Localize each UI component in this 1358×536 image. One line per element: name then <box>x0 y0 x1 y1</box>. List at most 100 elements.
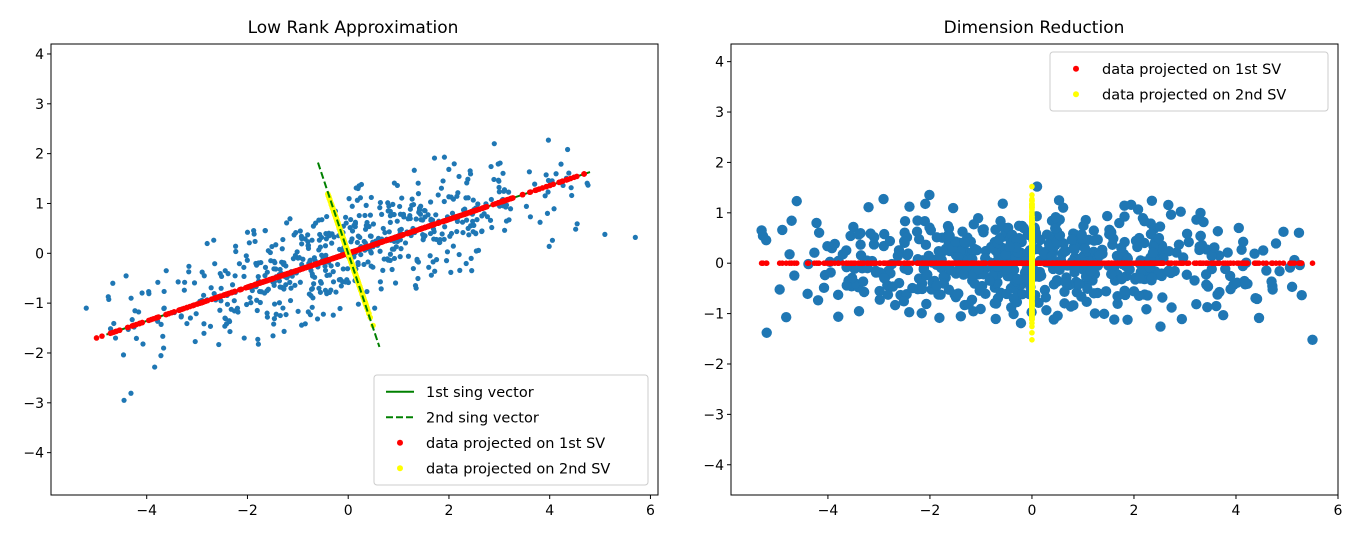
data-point <box>441 198 447 205</box>
x-tick-label: 0 <box>344 503 353 519</box>
projection-point-2nd <box>1029 262 1035 269</box>
projection-point-1st <box>887 260 894 267</box>
data-point <box>413 216 419 222</box>
legend-point-marker <box>397 465 403 472</box>
data-point <box>300 256 306 262</box>
data-point <box>322 243 329 249</box>
data-point <box>186 269 192 275</box>
data-point <box>489 224 495 231</box>
data-point <box>201 292 207 298</box>
data-point <box>1146 272 1158 284</box>
data-point <box>146 289 152 295</box>
data-point <box>320 311 326 317</box>
data-point <box>287 297 294 304</box>
data-point <box>448 269 454 275</box>
data-point <box>549 237 556 243</box>
data-point <box>884 235 896 247</box>
x-tick-label: 4 <box>545 503 554 519</box>
legend: data projected on 1st SV data projected o… <box>1049 51 1329 112</box>
data-point <box>271 316 277 322</box>
data-point <box>1008 293 1020 304</box>
data-point <box>233 243 239 249</box>
data-point <box>1239 279 1251 290</box>
y-tick-label: 1 <box>35 196 44 212</box>
data-point <box>841 245 852 256</box>
projection-point-1st <box>499 198 506 205</box>
projection-point-1st <box>1110 260 1117 267</box>
data-point <box>1016 220 1028 232</box>
data-point <box>241 335 247 341</box>
chart-title: Low Rank Approximation <box>248 18 459 38</box>
data-point <box>222 315 228 321</box>
data-point <box>865 228 876 239</box>
data-point <box>283 282 289 288</box>
data-point <box>1053 195 1065 206</box>
data-point <box>348 216 354 223</box>
data-point <box>382 229 388 236</box>
data-point <box>415 275 421 282</box>
projection-point-1st <box>881 260 888 267</box>
projection-point-1st <box>1234 260 1240 267</box>
projection-point-1st <box>961 260 968 267</box>
data-point <box>218 298 224 304</box>
data-point <box>907 282 918 294</box>
projection-point-1st <box>231 288 238 295</box>
data-point <box>246 240 252 246</box>
chart-marks <box>756 181 1318 345</box>
chart-title: Dimension Reduction <box>944 18 1125 38</box>
data-point <box>1249 248 1260 259</box>
data-point <box>329 240 335 246</box>
data-point <box>273 311 279 317</box>
projection-point-1st <box>1060 260 1067 267</box>
data-point <box>1001 264 1012 275</box>
data-point <box>893 277 905 289</box>
data-point <box>251 228 257 234</box>
projection-point-2nd <box>1029 337 1035 343</box>
data-point <box>506 189 512 195</box>
y-tick-label: −4 <box>23 446 44 462</box>
data-point <box>324 291 330 297</box>
data-point <box>818 282 830 294</box>
data-point <box>316 247 322 253</box>
data-point <box>848 221 859 233</box>
data-point <box>390 201 396 207</box>
data-point <box>328 263 334 269</box>
data-point <box>362 212 368 219</box>
data-point <box>470 229 476 235</box>
data-point <box>1195 207 1206 219</box>
data-point <box>225 271 231 277</box>
data-point <box>331 234 337 240</box>
projection-point-1st <box>1052 260 1059 267</box>
data-point <box>128 295 134 301</box>
y-tick-label: 3 <box>715 105 724 121</box>
data-point <box>337 276 344 283</box>
projection-point-1st <box>1276 260 1283 267</box>
data-point <box>297 228 303 234</box>
data-point <box>1011 273 1023 285</box>
data-point <box>1079 243 1091 254</box>
plot-frame <box>50 43 659 496</box>
data-point <box>211 291 217 297</box>
data-point <box>368 250 374 256</box>
data-point <box>1296 290 1307 301</box>
data-point <box>935 289 946 300</box>
data-point <box>310 223 317 229</box>
data-point <box>1147 247 1159 258</box>
data-point <box>418 217 424 223</box>
data-point <box>952 252 964 263</box>
data-point <box>812 295 824 306</box>
projection-point-1st <box>146 317 152 324</box>
data-point <box>433 212 439 218</box>
projection-point-1st <box>938 260 945 267</box>
data-point <box>1266 276 1277 287</box>
projection-point-1st <box>179 306 185 313</box>
data-point <box>857 276 869 287</box>
data-point <box>976 280 988 292</box>
legend-label: 1st sing vector <box>426 385 534 401</box>
projection-point-2nd <box>1029 320 1035 326</box>
projection-point-1st <box>924 260 931 267</box>
data-point <box>464 180 470 186</box>
data-point <box>281 328 287 334</box>
data-point <box>952 288 964 300</box>
projection-point-1st <box>1082 260 1088 267</box>
